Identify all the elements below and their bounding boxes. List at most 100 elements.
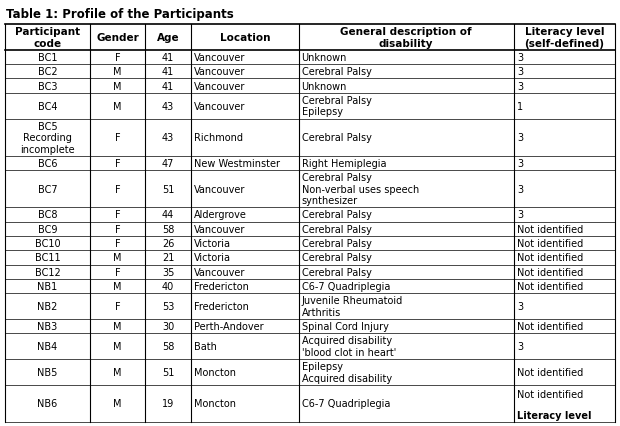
Text: NB6: NB6 <box>37 398 58 409</box>
Text: Cerebral Palsy
Non-verbal uses speech
synthesizer: Cerebral Palsy Non-verbal uses speech sy… <box>301 173 419 206</box>
Text: Cerebral Palsy: Cerebral Palsy <box>301 224 371 234</box>
Text: 21: 21 <box>162 253 174 263</box>
Text: 58: 58 <box>162 224 174 234</box>
Text: Not identified: Not identified <box>517 389 583 399</box>
Text: 3: 3 <box>517 302 523 311</box>
Text: BC2: BC2 <box>38 67 57 77</box>
Text: 3: 3 <box>517 81 523 92</box>
Text: General description of
disability: General description of disability <box>340 27 472 49</box>
Text: C6-7 Quadriplegia: C6-7 Quadriplegia <box>301 282 390 291</box>
Text: BC10: BC10 <box>35 239 60 248</box>
Text: BC11: BC11 <box>35 253 60 263</box>
Text: M: M <box>113 398 122 409</box>
Text: Cerebral Palsy: Cerebral Palsy <box>301 253 371 263</box>
Text: New Westminster: New Westminster <box>194 158 280 168</box>
Text: Vancouver: Vancouver <box>194 101 246 112</box>
Text: 43: 43 <box>162 133 174 143</box>
Text: Richmond: Richmond <box>194 133 243 143</box>
Text: 3: 3 <box>517 158 523 168</box>
Text: Unknown: Unknown <box>301 81 347 92</box>
Text: 41: 41 <box>162 81 174 92</box>
Text: 3: 3 <box>517 342 523 351</box>
Text: M: M <box>113 342 122 351</box>
Text: Cerebral Palsy: Cerebral Palsy <box>301 267 371 277</box>
Text: C6-7 Quadriplegia: C6-7 Quadriplegia <box>301 398 390 409</box>
Text: Moncton: Moncton <box>194 398 236 409</box>
Text: NB2: NB2 <box>37 302 58 311</box>
Text: NB5: NB5 <box>37 367 58 377</box>
Text: Moncton: Moncton <box>194 367 236 377</box>
Text: Cerebral Palsy
Epilepsy: Cerebral Palsy Epilepsy <box>301 96 371 117</box>
Text: NB3: NB3 <box>37 322 58 331</box>
Text: Epilepsy
Acquired disability: Epilepsy Acquired disability <box>301 361 392 383</box>
Text: F: F <box>115 239 120 248</box>
Text: Vancouver: Vancouver <box>194 184 246 194</box>
Text: Location: Location <box>219 33 270 43</box>
Text: BC12: BC12 <box>35 267 60 277</box>
Text: Vancouver: Vancouver <box>194 53 246 63</box>
Text: 41: 41 <box>162 67 174 77</box>
Text: BC7: BC7 <box>38 184 57 194</box>
Text: Literacy level: Literacy level <box>517 410 591 420</box>
Text: NB1: NB1 <box>37 282 58 291</box>
Text: 3: 3 <box>517 67 523 77</box>
Text: Not identified: Not identified <box>517 224 583 234</box>
Text: Spinal Cord Injury: Spinal Cord Injury <box>301 322 389 331</box>
Text: F: F <box>115 133 120 143</box>
Text: F: F <box>115 267 120 277</box>
Text: F: F <box>115 224 120 234</box>
Text: Cerebral Palsy: Cerebral Palsy <box>301 210 371 220</box>
Text: 53: 53 <box>162 302 174 311</box>
Text: Not identified: Not identified <box>517 267 583 277</box>
Text: Vancouver: Vancouver <box>194 224 246 234</box>
Text: Cerebral Palsy: Cerebral Palsy <box>301 67 371 77</box>
Text: BC1: BC1 <box>38 53 57 63</box>
Text: Fredericton: Fredericton <box>194 282 249 291</box>
Text: M: M <box>113 81 122 92</box>
Text: Not identified: Not identified <box>517 282 583 291</box>
Text: Vancouver: Vancouver <box>194 67 246 77</box>
Text: 43: 43 <box>162 101 174 112</box>
Text: 26: 26 <box>162 239 174 248</box>
Text: 47: 47 <box>162 158 174 168</box>
Text: 3: 3 <box>517 184 523 194</box>
Text: 30: 30 <box>162 322 174 331</box>
Text: Juvenile Rheumatoid
Arthritis: Juvenile Rheumatoid Arthritis <box>301 296 403 317</box>
Text: M: M <box>113 101 122 112</box>
Text: Cerebral Palsy: Cerebral Palsy <box>301 239 371 248</box>
Text: M: M <box>113 253 122 263</box>
Text: 41: 41 <box>162 53 174 63</box>
Text: 3: 3 <box>517 210 523 220</box>
Text: Table 1: Profile of the Participants: Table 1: Profile of the Participants <box>6 8 234 21</box>
Text: BC6: BC6 <box>38 158 57 168</box>
Text: F: F <box>115 53 120 63</box>
Text: F: F <box>115 184 120 194</box>
Text: F: F <box>115 158 120 168</box>
Text: Vancouver: Vancouver <box>194 81 246 92</box>
Text: BC3: BC3 <box>38 81 57 92</box>
Text: Literacy level
(self-defined): Literacy level (self-defined) <box>525 27 604 49</box>
Text: Not identified: Not identified <box>517 239 583 248</box>
Text: 3: 3 <box>517 133 523 143</box>
Text: 1: 1 <box>517 101 523 112</box>
Text: Aldergrove: Aldergrove <box>194 210 247 220</box>
Text: BC5
Recording
incomplete: BC5 Recording incomplete <box>20 121 75 154</box>
Text: 51: 51 <box>162 367 174 377</box>
Text: BC8: BC8 <box>38 210 57 220</box>
Text: NB4: NB4 <box>37 342 58 351</box>
Text: Right Hemiplegia: Right Hemiplegia <box>301 158 386 168</box>
Text: 51: 51 <box>162 184 174 194</box>
Text: Cerebral Palsy: Cerebral Palsy <box>301 133 371 143</box>
Text: BC4: BC4 <box>38 101 57 112</box>
Text: 19: 19 <box>162 398 174 409</box>
Text: M: M <box>113 322 122 331</box>
Text: Age: Age <box>157 33 179 43</box>
Text: Victoria: Victoria <box>194 239 231 248</box>
Text: 3: 3 <box>517 53 523 63</box>
Text: Participant
code: Participant code <box>15 27 80 49</box>
Text: Not identified: Not identified <box>517 322 583 331</box>
Text: Victoria: Victoria <box>194 253 231 263</box>
Text: BC9: BC9 <box>38 224 57 234</box>
Text: Bath: Bath <box>194 342 217 351</box>
Text: M: M <box>113 367 122 377</box>
